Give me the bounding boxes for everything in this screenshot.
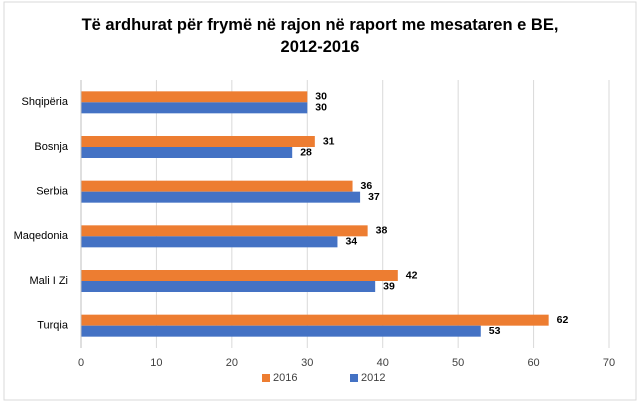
x-tick-label: 50	[452, 357, 464, 369]
y-tick-label: Serbia	[36, 186, 69, 198]
y-tick-label: Bosnja	[34, 141, 69, 153]
x-tick-label: 40	[377, 357, 389, 369]
bar	[81, 147, 293, 158]
bar	[81, 236, 338, 248]
bar	[81, 325, 481, 337]
legend-swatch	[262, 374, 270, 382]
bar	[81, 180, 353, 192]
x-tick-label: 0	[78, 357, 84, 369]
value-label: 62	[557, 314, 569, 326]
x-tick-label: 30	[301, 357, 313, 369]
x-tick-label: 60	[527, 357, 539, 369]
value-label: 34	[345, 236, 357, 248]
bar	[81, 270, 398, 281]
legend-swatch	[350, 374, 358, 382]
value-label: 37	[368, 191, 380, 203]
value-label: 30	[315, 91, 327, 103]
bar	[81, 225, 368, 237]
x-tick-label: 70	[603, 357, 615, 369]
y-tick-label: Turqia	[37, 320, 69, 332]
bar	[81, 102, 308, 114]
x-tick-label: 10	[150, 357, 162, 369]
y-tick-label: Maqedonia	[14, 230, 69, 242]
value-label: 42	[406, 269, 418, 281]
bar	[81, 191, 361, 203]
bar	[81, 91, 308, 103]
value-label: 39	[383, 280, 395, 292]
chart-border	[3, 1, 637, 401]
x-tick-label: 20	[226, 357, 238, 369]
bar	[81, 281, 376, 292]
value-label: 38	[376, 225, 388, 237]
y-tick-label: Mali I Zi	[30, 275, 69, 287]
legend-label: 2012	[361, 372, 385, 384]
chart-title: Të ardhurat për frymë në rajon në raport…	[81, 16, 559, 56]
bar	[81, 136, 315, 147]
value-label: 53	[489, 325, 501, 337]
y-tick-label: Shqipëria	[22, 96, 69, 108]
value-label: 36	[361, 180, 373, 192]
value-label: 31	[323, 135, 335, 147]
legend-label: 2016	[273, 372, 297, 384]
bar	[81, 314, 549, 326]
value-label: 28	[300, 146, 312, 158]
value-label: 30	[315, 102, 327, 114]
